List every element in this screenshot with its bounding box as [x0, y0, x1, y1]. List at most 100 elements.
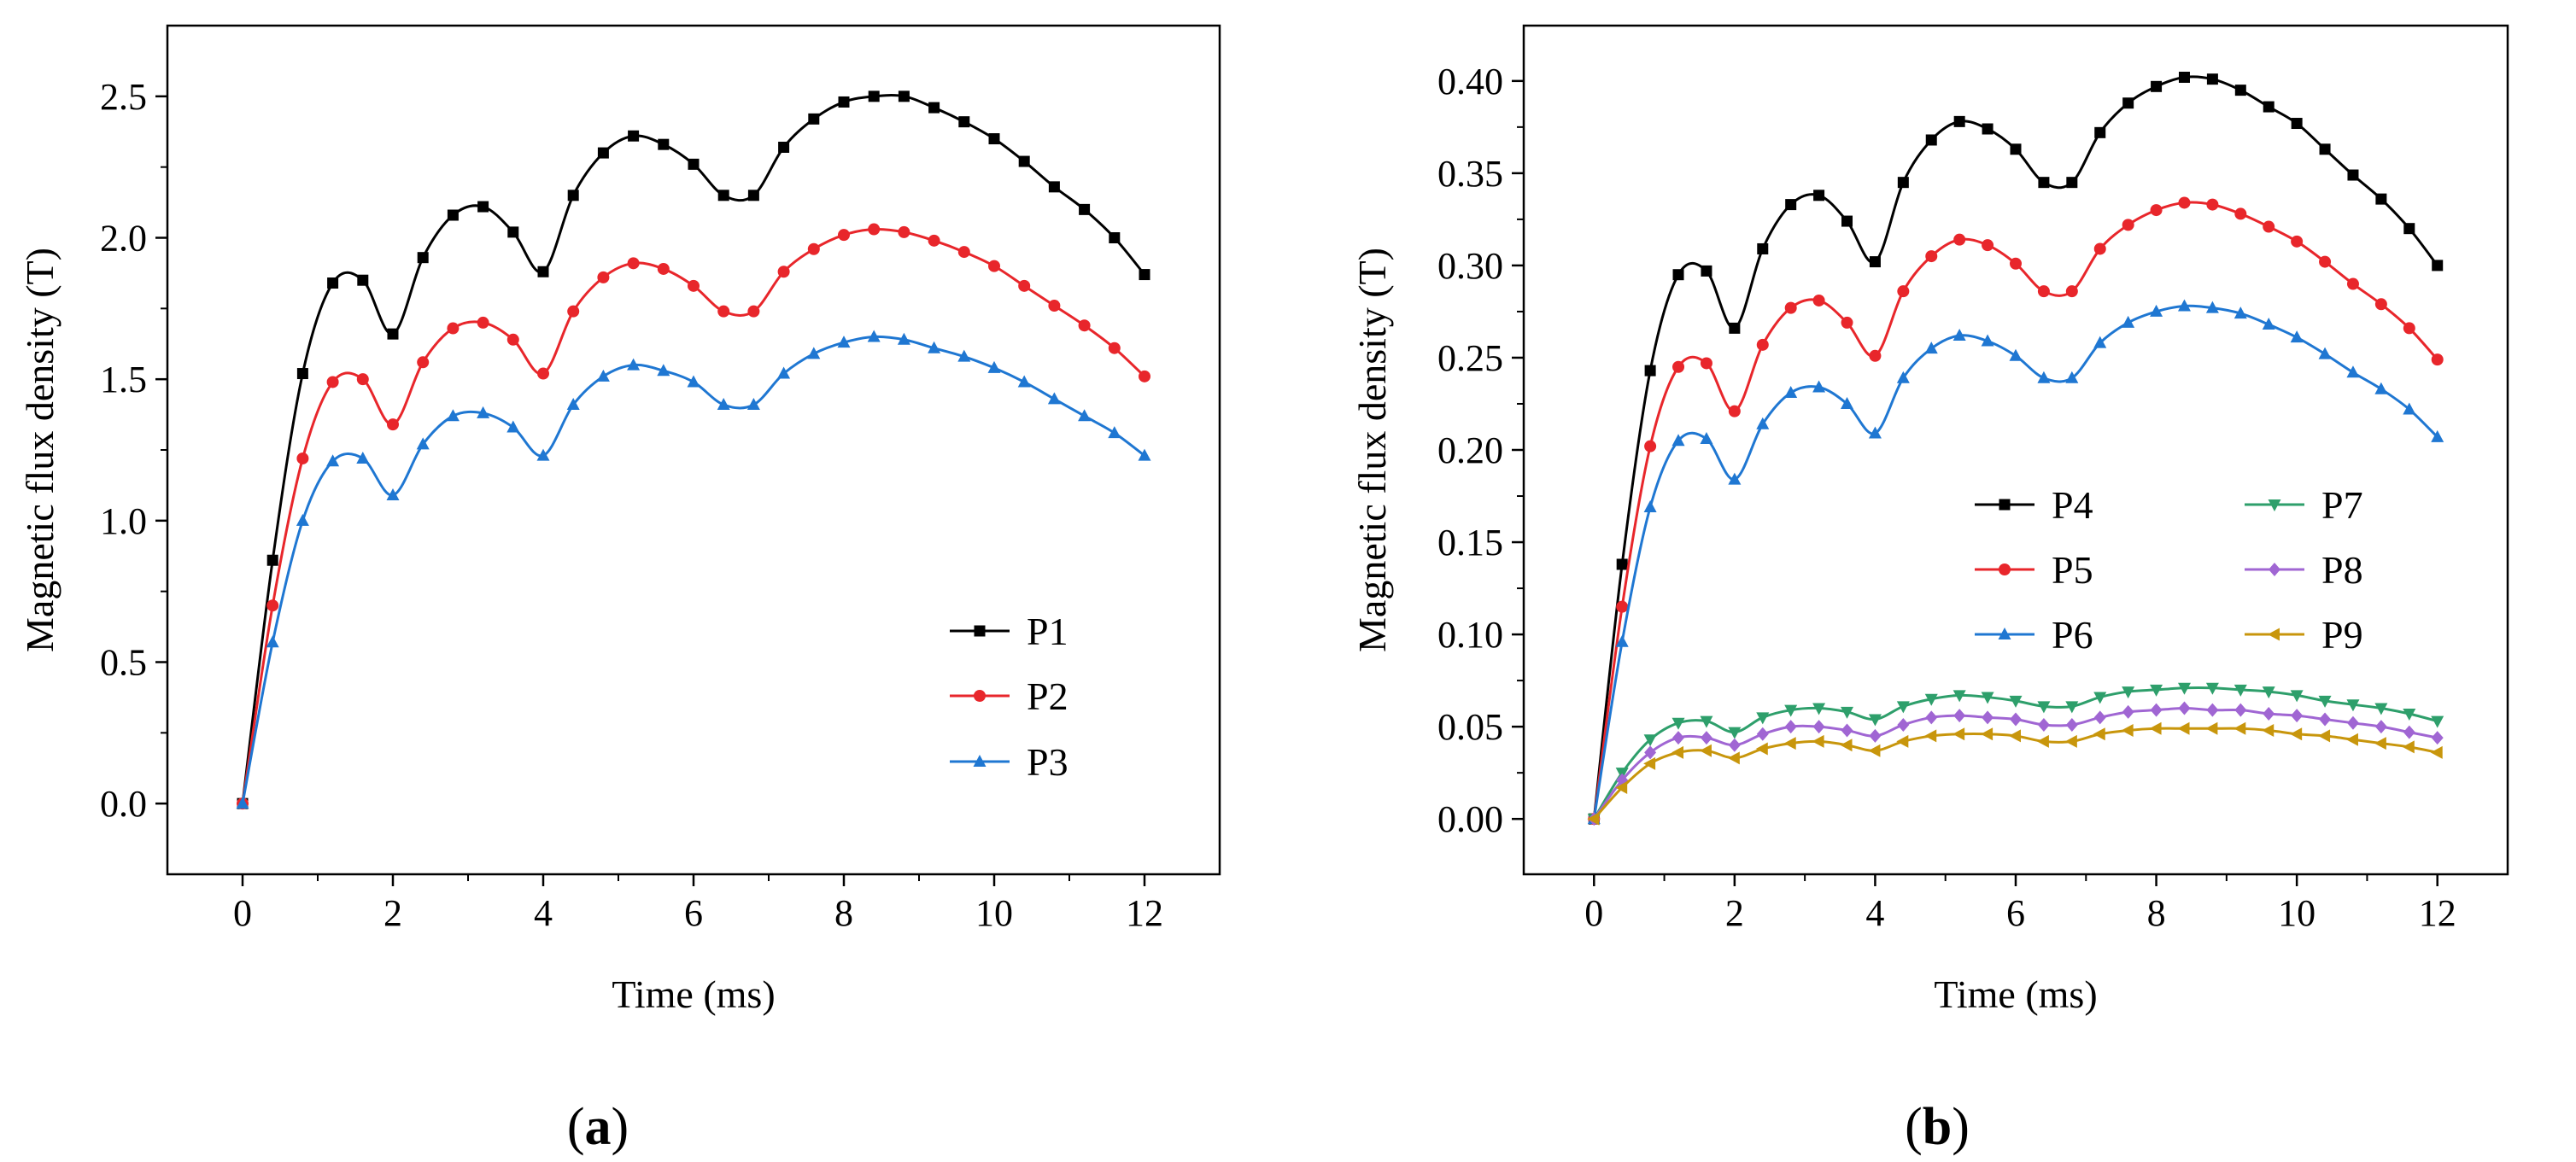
legend-label: P7 — [2321, 483, 2363, 527]
y-tick-label: 2.5 — [100, 76, 147, 118]
data-point — [1018, 279, 1031, 292]
y-axis: 0.0 0.5 1.0 1.5 2.0 2.5 — [100, 76, 167, 825]
data-point — [2346, 365, 2360, 378]
data-point — [837, 336, 851, 348]
data-point — [327, 277, 339, 289]
data-point — [1981, 727, 1993, 741]
data-point — [657, 262, 670, 275]
data-point — [627, 358, 641, 371]
data-point — [1079, 203, 1091, 215]
data-point — [537, 266, 549, 277]
data-point — [596, 369, 610, 382]
data-point — [1812, 720, 1825, 734]
data-point — [2263, 707, 2275, 721]
data-point — [2037, 285, 2050, 298]
data-point — [1896, 734, 1909, 748]
data-point — [266, 599, 279, 612]
data-point — [2345, 733, 2358, 746]
data-point — [1897, 717, 1910, 732]
data-point — [1108, 342, 1121, 354]
data-point — [1812, 703, 1826, 715]
data-point — [1700, 357, 1712, 370]
data-point — [1756, 727, 1769, 741]
data-point — [2037, 371, 2051, 383]
panel-label-letter: a — [585, 1098, 612, 1156]
data-point — [778, 141, 790, 153]
data-point — [2431, 715, 2444, 728]
data-point — [1700, 731, 1712, 745]
y-tick-label: 0.05 — [1437, 706, 1503, 748]
data-point — [1981, 334, 1994, 347]
data-point — [2178, 196, 2191, 209]
data-point — [898, 225, 910, 238]
data-point — [2375, 193, 2387, 205]
data-point — [2149, 721, 2162, 735]
y-tick-label: 1.5 — [100, 359, 147, 400]
data-point — [567, 190, 579, 201]
data-point — [1784, 386, 1798, 399]
data-point — [2374, 720, 2387, 734]
data-point — [2122, 219, 2134, 231]
data-point — [2066, 177, 2078, 189]
data-point — [1812, 380, 1826, 393]
data-point — [2093, 710, 2106, 725]
y-tick-label: 0.25 — [1437, 337, 1503, 379]
legend-item-P9: P9 — [2245, 613, 2363, 657]
data-point — [1896, 371, 1910, 383]
series-P1 — [237, 91, 1150, 809]
data-point — [387, 328, 399, 340]
data-point — [386, 488, 400, 501]
data-point — [506, 420, 520, 433]
data-point — [1925, 710, 1938, 725]
data-point — [628, 130, 640, 142]
data-point — [2291, 235, 2304, 248]
x-tick-label: 10 — [975, 892, 1013, 934]
data-point — [1813, 190, 1825, 201]
data-point — [2151, 80, 2163, 92]
data-point — [2093, 242, 2106, 255]
data-point — [356, 451, 370, 464]
legend-label: P9 — [2321, 613, 2363, 657]
data-point — [1784, 704, 1798, 717]
data-point — [2122, 704, 2134, 719]
data-point — [1785, 199, 1797, 211]
data-point — [988, 133, 1000, 145]
legend-label: P6 — [2052, 613, 2093, 657]
data-point — [477, 201, 489, 213]
x-tick-label: 8 — [2147, 892, 2166, 934]
data-point — [1078, 409, 1092, 422]
data-point — [537, 367, 549, 380]
data-point — [2319, 143, 2331, 155]
data-point — [2122, 97, 2134, 109]
data-point — [1868, 714, 1882, 727]
x-axis-title: Time (ms) — [1934, 972, 2097, 1016]
panel-label: (a) — [567, 1098, 629, 1156]
legend-item-P2: P2 — [950, 674, 1068, 718]
data-point — [1644, 365, 1656, 377]
data-point — [1757, 242, 1769, 254]
data-point — [2346, 277, 2359, 290]
data-point — [747, 305, 760, 318]
panel-label: (b) — [1905, 1098, 1970, 1156]
data-point — [2431, 731, 2444, 745]
data-point — [2122, 315, 2135, 328]
x-tick-label: 0 — [1584, 892, 1603, 934]
data-point — [807, 347, 821, 359]
data-point — [2374, 703, 2388, 715]
data-point — [807, 242, 820, 255]
y-tick-label: 0.40 — [1437, 61, 1503, 102]
data-point — [2374, 737, 2386, 750]
data-point — [1615, 634, 1629, 647]
data-point — [2291, 118, 2303, 130]
data-point — [2403, 725, 2415, 739]
data-point — [236, 797, 249, 809]
x-tick-label: 2 — [383, 892, 402, 934]
data-point — [627, 257, 640, 270]
data-point — [1897, 177, 1909, 189]
data-point — [507, 226, 519, 238]
data-point — [2009, 348, 2023, 361]
data-point — [2290, 330, 2304, 343]
panel-label-close: ) — [612, 1098, 629, 1156]
data-point — [2431, 429, 2444, 442]
